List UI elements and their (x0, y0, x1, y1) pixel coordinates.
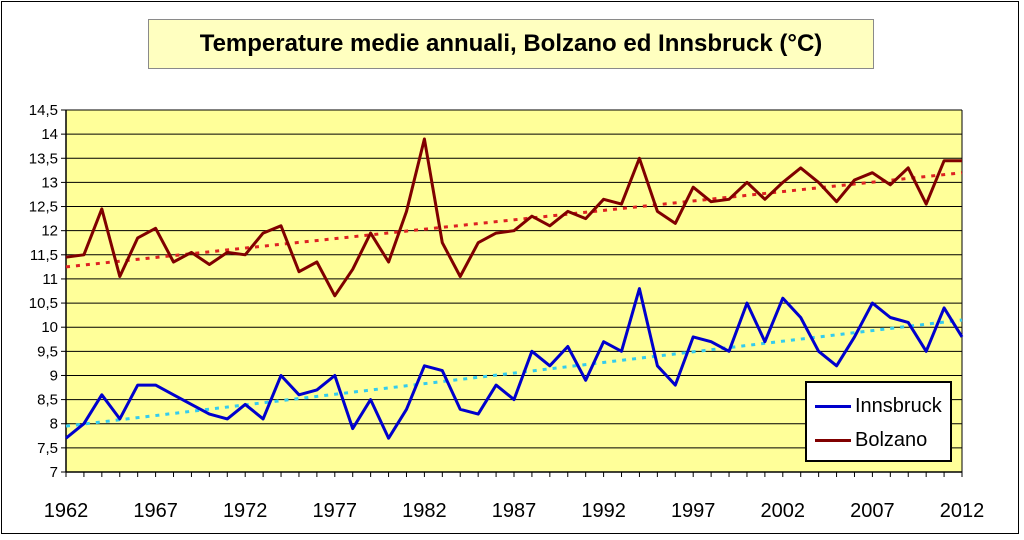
series-line-innsbruck (65, 287, 964, 440)
x-tick-label: 1997 (671, 500, 716, 522)
x-tick-label: 2012 (940, 500, 985, 522)
series-lines (65, 137, 964, 440)
y-tick-label: 7,5 (37, 440, 58, 457)
chart-title: Temperature medie annuali, Bolzano ed In… (199, 30, 823, 57)
x-tick-labels: 1962 1967 1972 1977 1982 1987 1992 1997 2002 2007… (44, 500, 985, 522)
legend-swatch-bolzano (815, 438, 851, 442)
y-tick-label: 11,5 (30, 247, 58, 264)
y-tick-label: 9,5 (37, 343, 58, 360)
y-tick-label: 10,5 (29, 295, 58, 312)
x-tick-label: 1992 (581, 500, 626, 522)
y-tick-label: 8 (50, 416, 58, 433)
legend-swatch-innsbruck (815, 404, 851, 408)
x-tick-label: 2007 (850, 500, 895, 522)
x-tick-label: 1987 (492, 500, 537, 522)
trend-line-bolzano (65, 171, 963, 269)
x-tick-label: 1972 (223, 500, 268, 522)
x-tick-label: 1962 (44, 500, 89, 522)
y-tick-labels: 7 7,5 8 8,5 9 9,5 10 10,5 11 11,5 12 12,5 13 13,5 14 14… (29, 102, 58, 481)
series-line-bolzano (65, 137, 962, 298)
legend-label-innsbruck: Innsbruck (855, 394, 942, 417)
title-box: Temperature medie annuali, Bolzano ed In… (148, 19, 874, 69)
axes (65, 110, 963, 477)
y-tick-label: 11 (42, 271, 58, 288)
x-tick-label: 1977 (313, 500, 358, 522)
x-tick-label: 1967 (133, 500, 178, 522)
y-tick-label: 9 (50, 367, 58, 384)
y-tick-label: 7 (50, 464, 58, 481)
legend-item-bolzano: Bolzano (815, 428, 927, 452)
legend: Innsbruck Bolzano (805, 381, 952, 462)
y-tick-label: 13,5 (29, 150, 58, 167)
y-tick-label: 10 (41, 319, 58, 336)
y-tick-label: 14,5 (29, 102, 58, 119)
y-tick-label: 12 (41, 223, 58, 240)
y-tick-label: 13 (41, 174, 58, 191)
legend-item-innsbruck: Innsbruck (815, 394, 942, 418)
y-tick-label: 14 (41, 126, 58, 143)
y-tick-label: 8,5 (37, 392, 58, 409)
x-tick-label: 2002 (761, 500, 806, 522)
y-tick-label: 12,5 (29, 199, 58, 216)
legend-label-bolzano: Bolzano (855, 428, 928, 451)
x-tick-label: 1982 (402, 500, 447, 522)
